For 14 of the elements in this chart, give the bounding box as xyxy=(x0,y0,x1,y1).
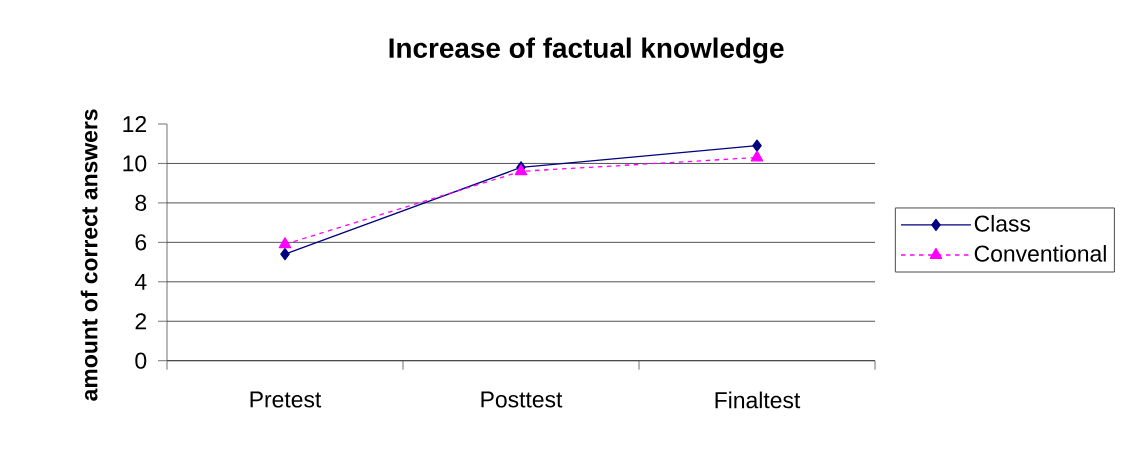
legend-label: Conventional xyxy=(974,244,1106,262)
chart-title: Increase of factual knowledge xyxy=(389,37,784,64)
y-tick-label: 4 xyxy=(134,273,147,290)
y-axis-title: amount of correct answers xyxy=(80,109,98,401)
y-tick-label: 8 xyxy=(135,194,147,211)
x-tick-label: Pretest xyxy=(250,391,322,408)
y-tick-label: 2 xyxy=(135,313,147,330)
y-tick-label: 12 xyxy=(123,116,147,132)
legend-label: Class xyxy=(974,214,1031,232)
x-tick-label: Posttest xyxy=(481,391,563,408)
x-tick-label: Finaltest xyxy=(715,391,801,409)
y-tick-label: 0 xyxy=(135,352,147,369)
y-tick-label: 6 xyxy=(135,234,147,251)
y-tick-label: 10 xyxy=(123,155,147,172)
